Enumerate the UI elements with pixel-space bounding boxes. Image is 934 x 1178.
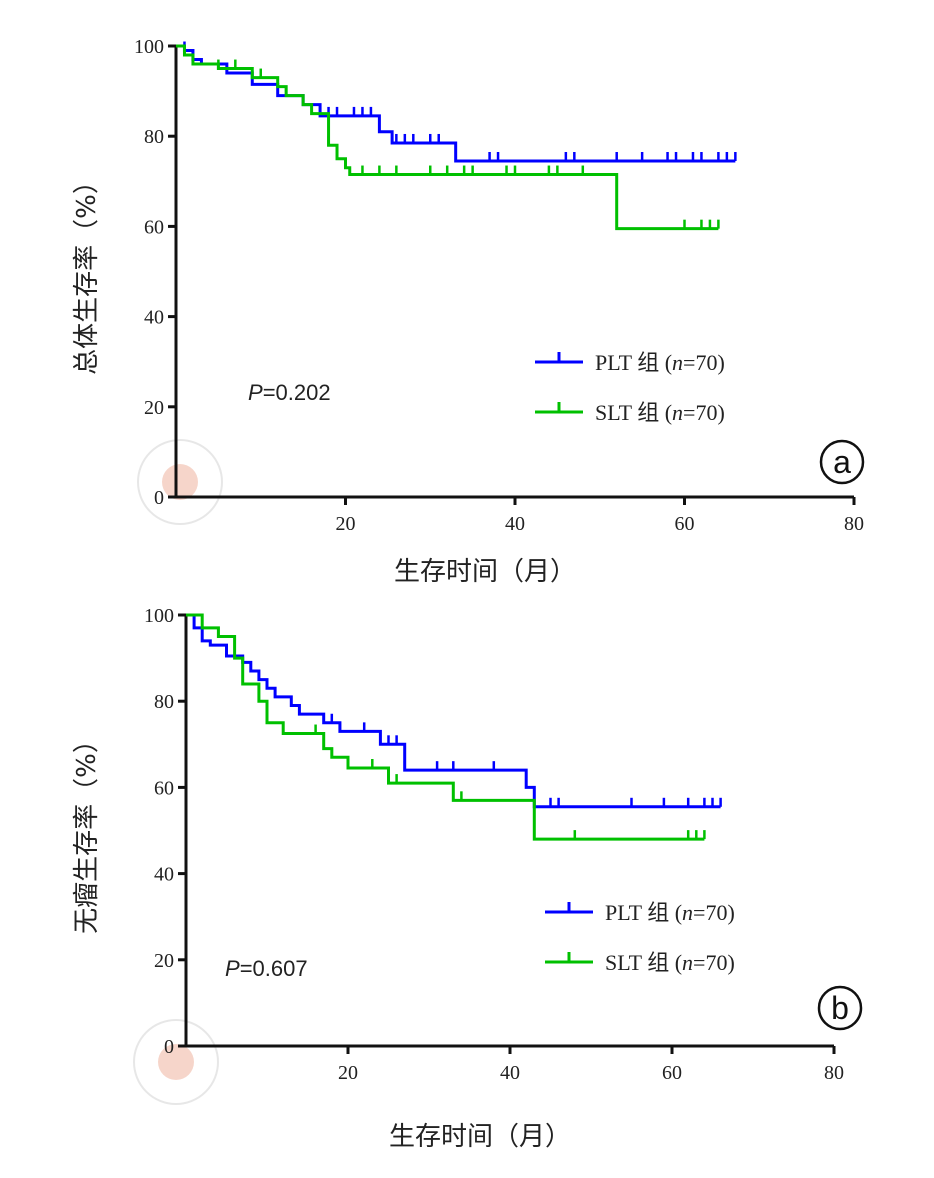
- p-label: P: [248, 380, 263, 405]
- p-value: P=0.607: [225, 956, 308, 981]
- y-tick-label: 60: [144, 216, 164, 238]
- legend-n: n: [672, 400, 683, 425]
- watermark-map: [162, 464, 198, 500]
- legend-group: SLT 组 (: [595, 400, 672, 425]
- series-slt: SLT 组 (n=70): [186, 613, 735, 975]
- panel-label: b: [831, 990, 849, 1026]
- y-tick-label: 80: [144, 126, 164, 148]
- series-plt: PLT 组 (n=70): [176, 41, 737, 375]
- legend-group: PLT 组 (: [595, 350, 672, 375]
- y-tick-label: 0: [154, 487, 164, 509]
- panel-b: 0 20 40 60 80 100 20 40 60 80 生存时间（月） 无瘤生存率（%） PLT 组…: [72, 605, 863, 1152]
- legend-n: n: [672, 350, 683, 375]
- p-number: =0.607: [240, 956, 308, 981]
- x-tick-label: 20: [336, 513, 356, 535]
- watermark-logo: [133, 1019, 219, 1105]
- series-slt: SLT 组 (n=70): [176, 44, 725, 425]
- survival-curve: [176, 44, 719, 231]
- survival-curve: [186, 613, 705, 841]
- y-tick-label: 0: [164, 1036, 174, 1058]
- series-plt: PLT 组 (n=70): [186, 613, 735, 925]
- watermark-map: [158, 1044, 194, 1080]
- legend-n-value: =70): [683, 350, 725, 375]
- x-tick-label: 80: [824, 1062, 844, 1084]
- panel-label-circle: [817, 985, 863, 1031]
- legend-n-value: =70): [693, 950, 735, 975]
- legend-group: PLT 组 (: [605, 900, 682, 925]
- y-tick-label: 100: [134, 36, 164, 58]
- p-number: =0.202: [263, 380, 331, 405]
- p-label: P: [225, 956, 240, 981]
- x-axis-title: 生存时间（月）: [389, 1122, 571, 1152]
- x-axis-title: 生存时间（月）: [394, 557, 576, 587]
- survival-curve: [176, 44, 736, 163]
- x-tick-label: 60: [662, 1062, 682, 1084]
- legend-group: SLT 组 (: [605, 950, 682, 975]
- y-tick-label: 20: [154, 950, 174, 972]
- x-tick-label: 40: [505, 513, 525, 535]
- legend-n: n: [682, 950, 693, 975]
- legend-label: SLT 组 (n=70): [595, 400, 725, 425]
- watermark-ring: [133, 1019, 219, 1105]
- legend-label: SLT 组 (n=70): [605, 950, 735, 975]
- y-tick-label: 40: [144, 307, 164, 329]
- y-tick-label: 40: [154, 864, 174, 886]
- legend-label: PLT 组 (n=70): [605, 900, 735, 925]
- x-tick-label: 60: [675, 513, 695, 535]
- panel-a: 0 20 40 60 80 100 20 40 60 80 生存时间（月） 总体生存率（%） PLT 组…: [72, 36, 865, 587]
- y-axis-title: 总体生存率（%）: [72, 168, 102, 375]
- x-tick-label: 20: [338, 1062, 358, 1084]
- watermark-ring: [137, 439, 223, 525]
- y-tick-label: 20: [144, 397, 164, 419]
- legend-n: n: [682, 900, 693, 925]
- y-tick-label: 60: [154, 777, 174, 799]
- panel-label-circle: [819, 439, 865, 485]
- p-value: P=0.202: [248, 380, 331, 405]
- x-tick-label: 40: [500, 1062, 520, 1084]
- panel-label: a: [833, 444, 851, 480]
- survival-curve: [186, 613, 721, 809]
- legend-n-value: =70): [693, 900, 735, 925]
- legend-label: PLT 组 (n=70): [595, 350, 725, 375]
- y-tick-label: 80: [154, 691, 174, 713]
- watermark-logo: [137, 439, 223, 525]
- legend-n-value: =70): [683, 400, 725, 425]
- y-tick-label: 100: [144, 605, 174, 627]
- y-axis-title: 无瘤生存率（%）: [72, 727, 102, 934]
- x-tick-label: 80: [844, 513, 864, 535]
